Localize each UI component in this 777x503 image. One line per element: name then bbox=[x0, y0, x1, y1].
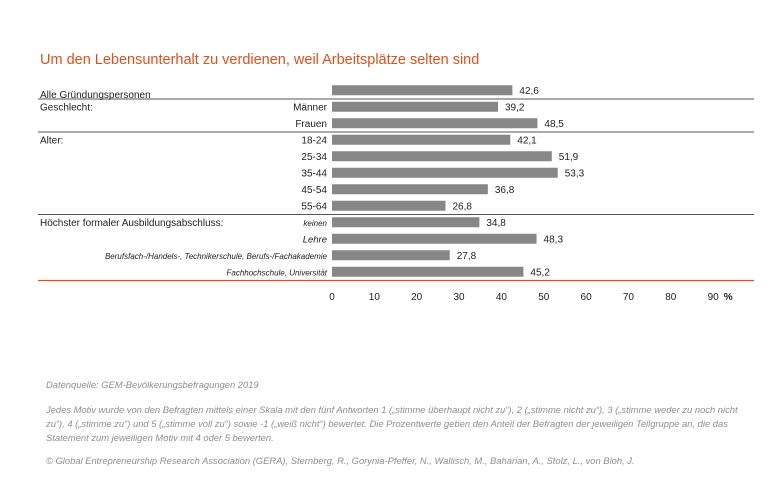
bar-value-label: 51,9 bbox=[559, 152, 579, 163]
bar-value-label: 48,3 bbox=[544, 234, 564, 245]
row-label: Alle Gründungspersonen bbox=[40, 90, 151, 101]
bar-chart: 42,6 Alle Gründungspersonen 39,2 Geschlecht… bbox=[38, 85, 754, 303]
bar-value-label: 34,8 bbox=[486, 218, 506, 229]
row-label: 55-64 bbox=[301, 201, 327, 212]
row-label: 18-24 bbox=[301, 135, 327, 146]
row-label: Fachhochschule, Universität bbox=[227, 268, 328, 277]
bar-value-label: 26,8 bbox=[452, 201, 472, 212]
bar bbox=[332, 118, 538, 129]
copyright-note: © Global Entrepreneurship Research Assoc… bbox=[46, 455, 635, 466]
bar-value-label: 27,8 bbox=[457, 251, 477, 262]
bar bbox=[332, 217, 480, 228]
row-label: Männer bbox=[293, 102, 328, 113]
x-tick-label: 60 bbox=[581, 292, 593, 303]
row-label: Berufsfach-/Handels-, Technikerschule, B… bbox=[105, 252, 328, 261]
group-label: Alter: bbox=[40, 135, 63, 146]
bar-value-label: 45,2 bbox=[530, 267, 550, 278]
group-label: Höchster formaler Ausbildungsabschluss: bbox=[40, 218, 223, 229]
bar-value-label: 42,6 bbox=[519, 86, 539, 97]
bar bbox=[332, 151, 552, 162]
bar-value-label: 53,3 bbox=[565, 168, 585, 179]
x-tick-label: 80 bbox=[665, 292, 677, 303]
bar bbox=[332, 85, 513, 96]
bar bbox=[332, 233, 537, 244]
x-tick-label: 0 bbox=[329, 292, 335, 303]
x-axis-unit: % bbox=[724, 292, 733, 303]
x-tick-label: 50 bbox=[538, 292, 550, 303]
bar-value-label: 36,8 bbox=[495, 185, 515, 196]
x-tick-label: 90 bbox=[708, 292, 720, 303]
row-label: Frauen bbox=[295, 119, 327, 130]
bar bbox=[332, 184, 488, 195]
bar bbox=[332, 167, 558, 178]
row-label: keinen bbox=[303, 219, 327, 228]
chart-title: Um den Lebensunterhalt zu verdienen, wei… bbox=[40, 52, 480, 68]
row-label: Lehre bbox=[303, 234, 327, 245]
method-note: Jedes Motiv wurde von den Befragten mitt… bbox=[46, 404, 738, 443]
bar bbox=[332, 101, 499, 112]
row-label: 35-44 bbox=[301, 168, 327, 179]
x-tick-label: 30 bbox=[453, 292, 465, 303]
bar bbox=[332, 200, 446, 211]
x-tick-label: 10 bbox=[369, 292, 381, 303]
row-label: 45-54 bbox=[301, 185, 327, 196]
x-tick-label: 20 bbox=[411, 292, 423, 303]
group-label: Geschlecht: bbox=[40, 102, 93, 113]
bar-value-label: 39,2 bbox=[505, 102, 525, 113]
source-note: Datenquelle: GEM-Bevölkerungsbefragungen… bbox=[46, 379, 259, 390]
bar-value-label: 48,5 bbox=[544, 119, 564, 130]
x-tick-label: 40 bbox=[496, 292, 508, 303]
row-label: 25-34 bbox=[301, 152, 327, 163]
bar bbox=[332, 266, 524, 277]
x-tick-label: 70 bbox=[623, 292, 635, 303]
bar bbox=[332, 134, 511, 145]
bar bbox=[332, 250, 450, 261]
bar-value-label: 42,1 bbox=[517, 135, 537, 146]
